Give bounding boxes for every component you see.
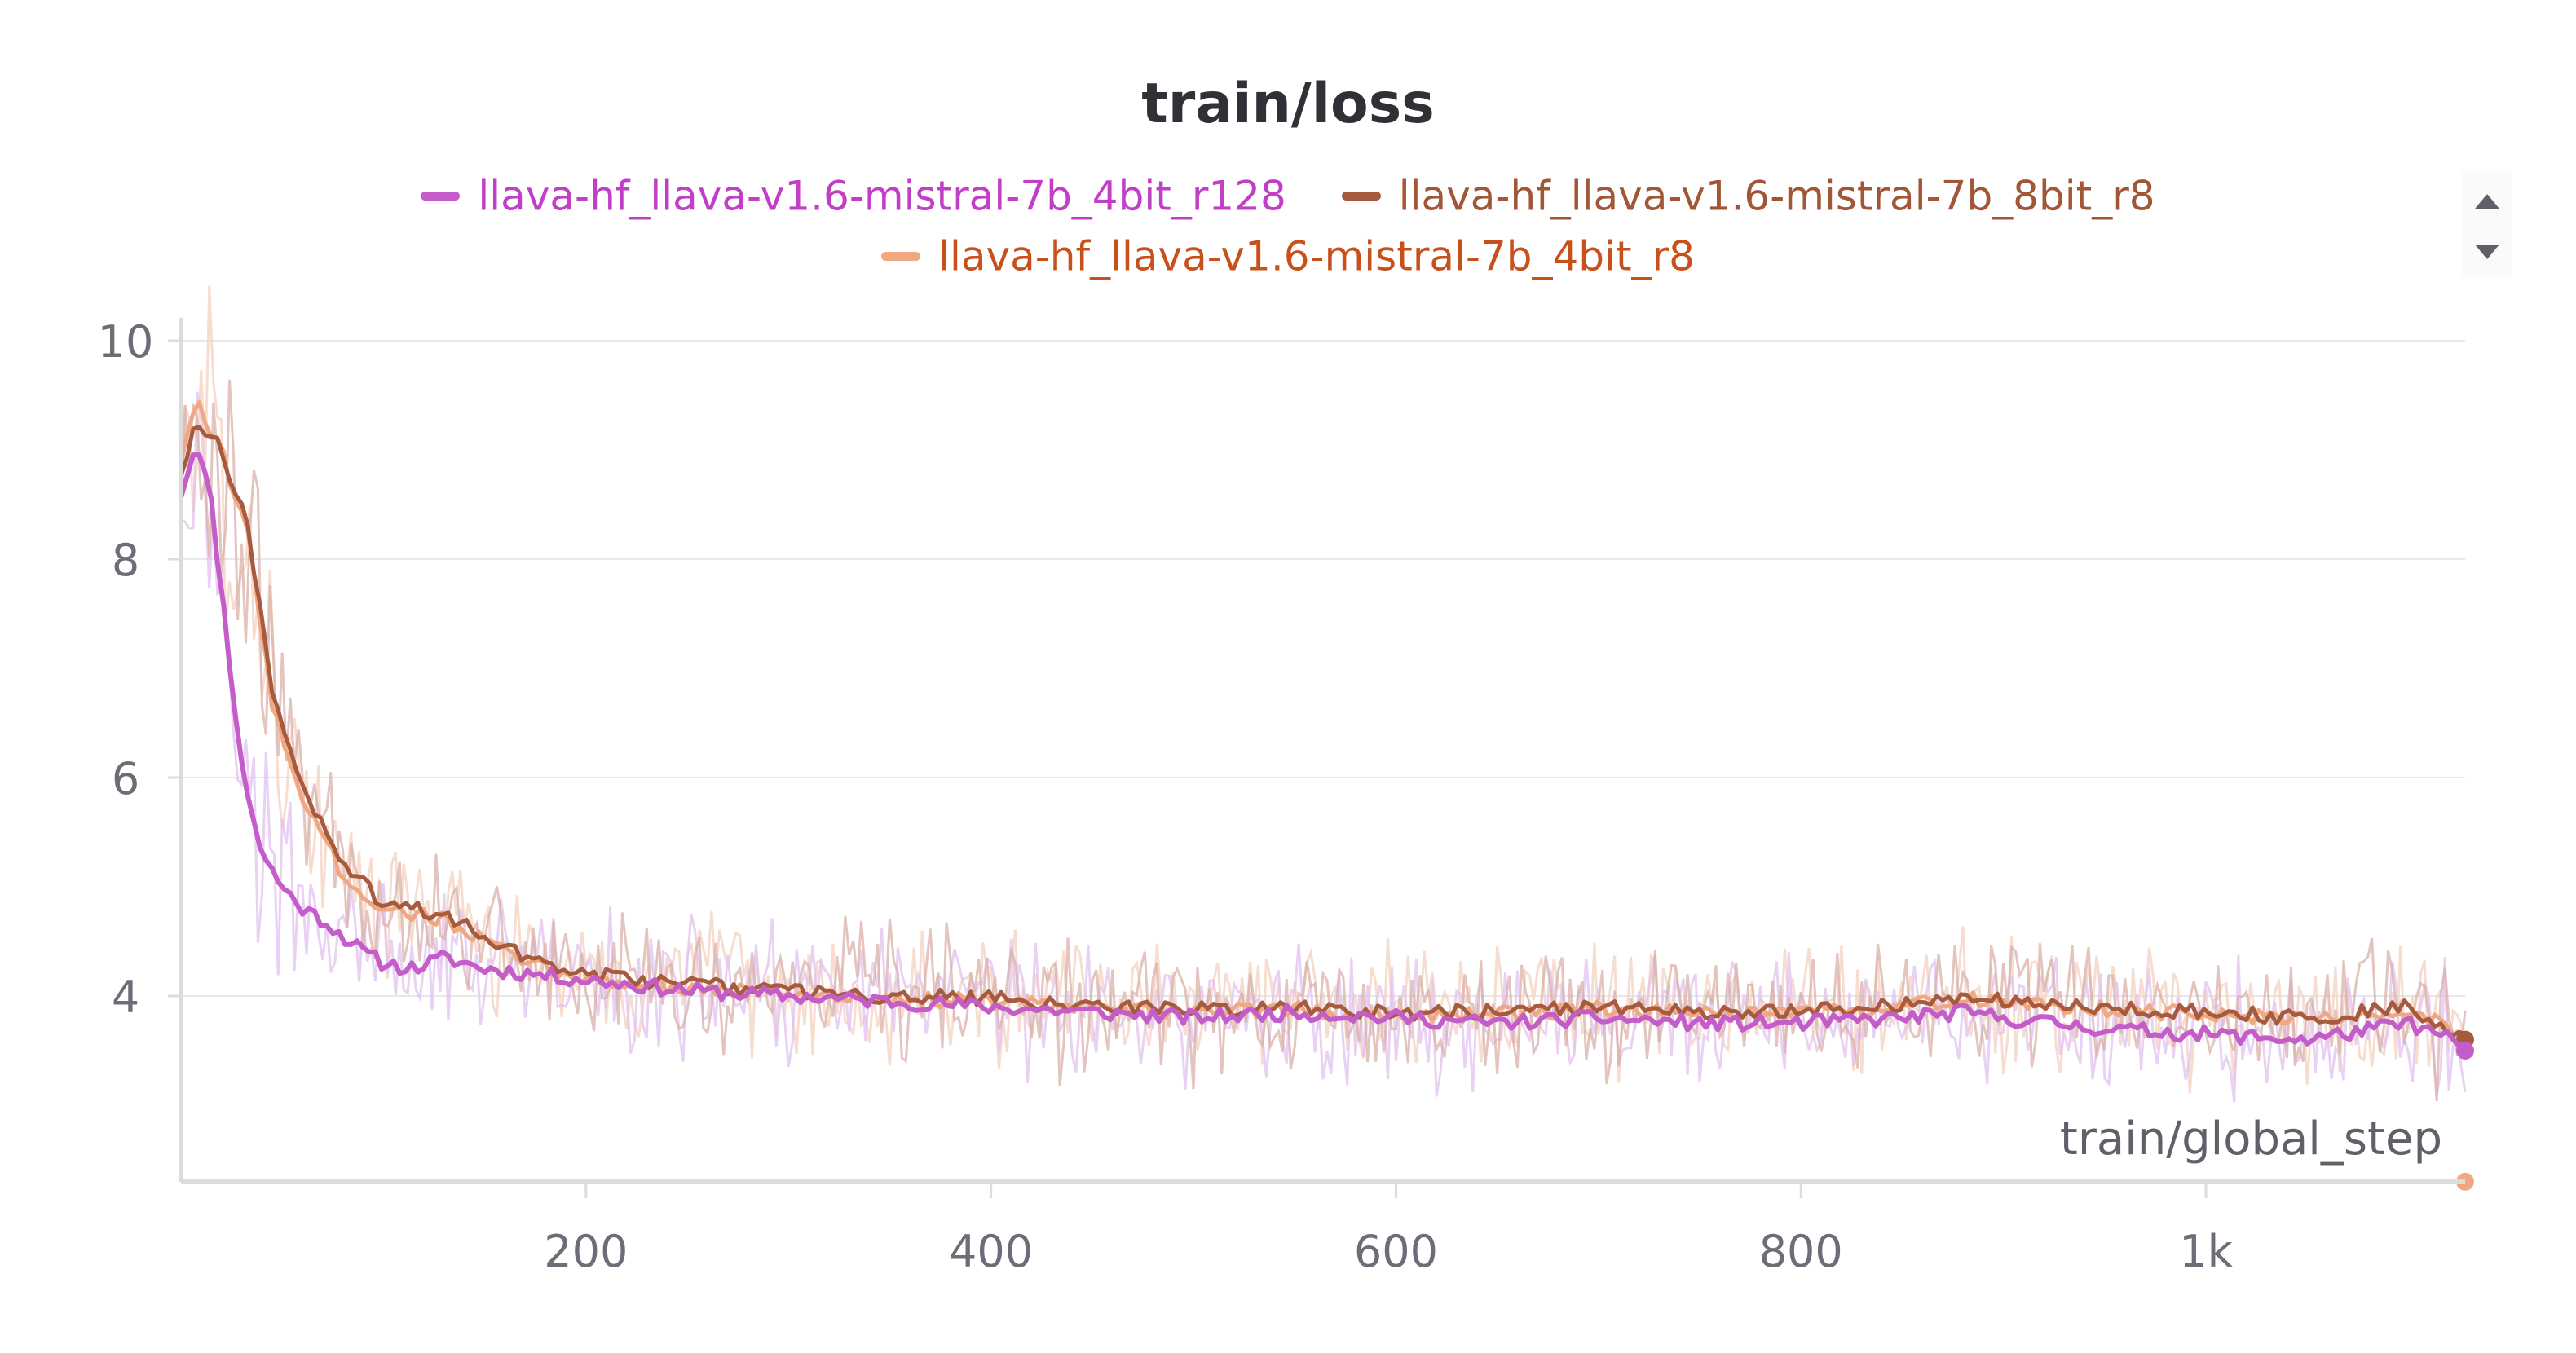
x-tick-label: 200 [544,1226,628,1277]
grid-layer [181,340,2465,997]
triangle-up-icon[interactable] [2475,194,2499,209]
legend-label-8bit-r8: llava-hf_llava-v1.6-mistral-7b_8bit_r8 [1398,172,2155,220]
legend-item-8bit-r8[interactable]: llava-hf_llava-v1.6-mistral-7b_8bit_r8 [1341,170,2155,220]
legend-item-4bit-r128[interactable]: llava-hf_llava-v1.6-mistral-7b_4bit_r128 [421,170,1286,220]
chart-title: train/loss [1141,72,1435,136]
y-tick-label: 10 [98,316,154,368]
legend-swatch-4bit-r8 [881,251,921,261]
x-axis-label: train/global_step [2060,1113,2442,1166]
x-tick-label: 800 [1759,1226,1843,1277]
triangle-down-icon[interactable] [2475,245,2499,259]
raw-noise-layer [179,285,2467,1103]
raw-series-line-1 [179,379,2467,1101]
x-tick-label: 600 [1354,1226,1438,1277]
legend-swatch-8bit-r8 [1341,191,1381,201]
legend-label-4bit-r8: llava-hf_llava-v1.6-mistral-7b_4bit_r8 [938,232,1695,280]
legend-row-2: llava-hf_llava-v1.6-mistral-7b_4bit_r8 [0,228,2576,280]
y-tick-label: 8 [112,535,139,586]
legend-swatch-4bit-r128 [421,191,461,201]
legend-scroll-control [2462,171,2512,277]
legend-item-4bit-r8[interactable]: llava-hf_llava-v1.6-mistral-7b_4bit_r8 [881,230,1695,280]
series-line-0 [179,452,2467,1048]
x-tick-label: 1k [2179,1226,2233,1277]
label-layer: train/global_step [2060,1113,2442,1166]
y-tick-label: 6 [112,753,139,804]
legend-label-4bit-r128: llava-hf_llava-v1.6-mistral-7b_4bit_r128 [478,172,1286,220]
x-tick-label: 400 [949,1226,1033,1277]
axis-layer: 4 6 8 10 200 400 600 800 1k [98,316,2465,1277]
series-line-2 [179,400,2467,1042]
series-layer [179,400,2474,1191]
legend-row-1: llava-hf_llava-v1.6-mistral-7b_4bit_r128… [0,168,2576,219]
series-end-marker-0 [2456,1042,2474,1060]
series-line-1 [179,425,2466,1038]
y-tick-label: 4 [112,972,139,1023]
